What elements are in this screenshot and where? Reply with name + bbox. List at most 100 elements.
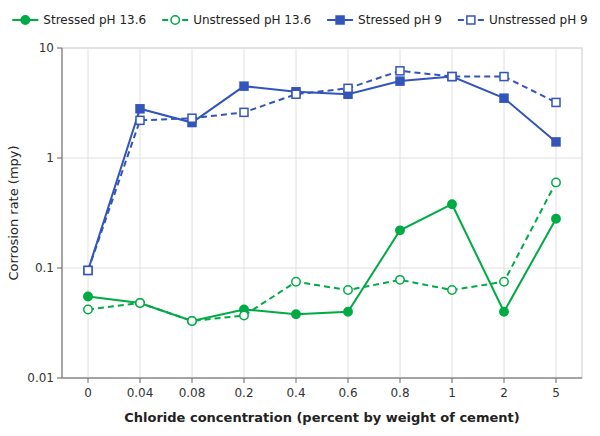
data-point xyxy=(292,310,300,318)
data-point xyxy=(552,178,560,186)
tick-label: 0.6 xyxy=(338,386,357,400)
tick-label: 1 xyxy=(46,151,54,165)
tick-label: 0.04 xyxy=(127,386,154,400)
tick-label: 1 xyxy=(448,386,456,400)
grid-line xyxy=(140,48,141,378)
data-point xyxy=(292,90,300,98)
tick-label: 0.8 xyxy=(390,386,409,400)
data-point xyxy=(552,138,560,146)
grid-line xyxy=(400,48,401,378)
tick-mark xyxy=(57,378,62,379)
tick-label: 0 xyxy=(84,386,92,400)
data-point xyxy=(396,77,404,85)
data-point xyxy=(344,308,352,316)
data-point xyxy=(500,94,508,102)
legend-item: Stressed pH 9 xyxy=(327,13,442,27)
series-line xyxy=(88,77,556,271)
tick-mark xyxy=(57,48,62,49)
grid-line xyxy=(452,48,453,378)
data-point xyxy=(396,226,404,234)
legend-label: Unstressed pH 9 xyxy=(489,13,588,27)
legend-label: Stressed pH 13.6 xyxy=(43,13,146,27)
data-point xyxy=(136,299,144,307)
tick-mark xyxy=(244,378,245,383)
data-point xyxy=(292,278,300,286)
data-point xyxy=(344,84,352,92)
data-point xyxy=(500,278,508,286)
axes: 0.01 0.1 1 10 0 0.04 0.08 0.2 0.4 0.6 0.8 1 2 5 xyxy=(27,41,582,400)
tick-label: 0.4 xyxy=(286,386,305,400)
legend-label: Unstressed pH 13.6 xyxy=(193,13,311,27)
grid xyxy=(62,48,582,378)
series-line xyxy=(88,204,556,321)
data-point xyxy=(84,305,92,313)
data-point xyxy=(188,114,196,122)
chart: 0.01 0.1 1 10 0 0.04 0.08 0.2 0.4 0.6 0.8 1 2 5 Chlori… xyxy=(0,0,600,436)
series-line xyxy=(88,71,556,271)
legend-marker xyxy=(171,16,179,24)
tick-label: 5 xyxy=(552,386,560,400)
tick-label: 0.2 xyxy=(234,386,253,400)
data-point xyxy=(84,292,92,300)
data-point xyxy=(188,317,196,325)
legend-marker xyxy=(467,16,475,24)
grid-line xyxy=(88,48,89,378)
tick-mark xyxy=(452,378,453,383)
tick-label: 0.01 xyxy=(27,371,54,385)
grid-line xyxy=(192,48,193,378)
data-point xyxy=(448,200,456,208)
series xyxy=(84,73,560,275)
tick-mark xyxy=(296,378,297,383)
grid-line xyxy=(244,48,245,378)
series-group xyxy=(84,67,560,325)
y-axis-label: Corrosion rate (mpy) xyxy=(6,145,21,280)
legend-item: Unstressed pH 9 xyxy=(458,13,588,27)
series xyxy=(84,67,560,275)
data-point xyxy=(240,311,248,319)
data-point xyxy=(136,299,144,307)
tick-mark xyxy=(140,378,141,383)
tick-label: 10 xyxy=(39,41,54,55)
series xyxy=(84,200,560,325)
series xyxy=(84,178,560,325)
tick-mark xyxy=(348,378,349,383)
legend-label: Stressed pH 9 xyxy=(358,13,442,27)
data-point xyxy=(344,286,352,294)
tick-mark xyxy=(57,158,62,159)
data-point xyxy=(84,266,92,274)
data-point xyxy=(448,286,456,294)
data-point xyxy=(396,67,404,75)
data-point xyxy=(84,266,92,274)
legend-marker xyxy=(21,16,29,24)
plot-frame xyxy=(62,48,582,378)
legend-marker xyxy=(336,16,344,24)
data-point xyxy=(396,276,404,284)
series-line xyxy=(88,182,556,321)
tick-mark xyxy=(504,378,505,383)
tick-mark xyxy=(192,378,193,383)
x-axis-line xyxy=(62,378,582,379)
data-point xyxy=(500,73,508,81)
data-point xyxy=(240,82,248,90)
data-point xyxy=(136,116,144,124)
data-point xyxy=(136,105,144,113)
tick-mark xyxy=(88,378,89,383)
data-point xyxy=(240,108,248,116)
legend-item: Stressed pH 13.6 xyxy=(12,13,146,27)
data-point xyxy=(552,98,560,106)
tick-mark xyxy=(556,378,557,383)
data-point xyxy=(500,308,508,316)
data-point xyxy=(188,317,196,325)
tick-label: 2 xyxy=(500,386,508,400)
tick-label: 0.1 xyxy=(35,261,54,275)
data-point xyxy=(448,73,456,81)
tick-mark xyxy=(400,378,401,383)
grid-line xyxy=(556,48,557,378)
y-axis-line xyxy=(62,48,63,378)
legend-item: Unstressed pH 13.6 xyxy=(162,13,311,27)
legend: Stressed pH 13.6 Unstressed pH 13.6 Stress… xyxy=(12,13,587,27)
tick-label: 0.08 xyxy=(179,386,206,400)
x-axis-label: Chloride concentration (percent by weigh… xyxy=(124,410,519,425)
tick-mark xyxy=(57,268,62,269)
data-point xyxy=(448,73,456,81)
